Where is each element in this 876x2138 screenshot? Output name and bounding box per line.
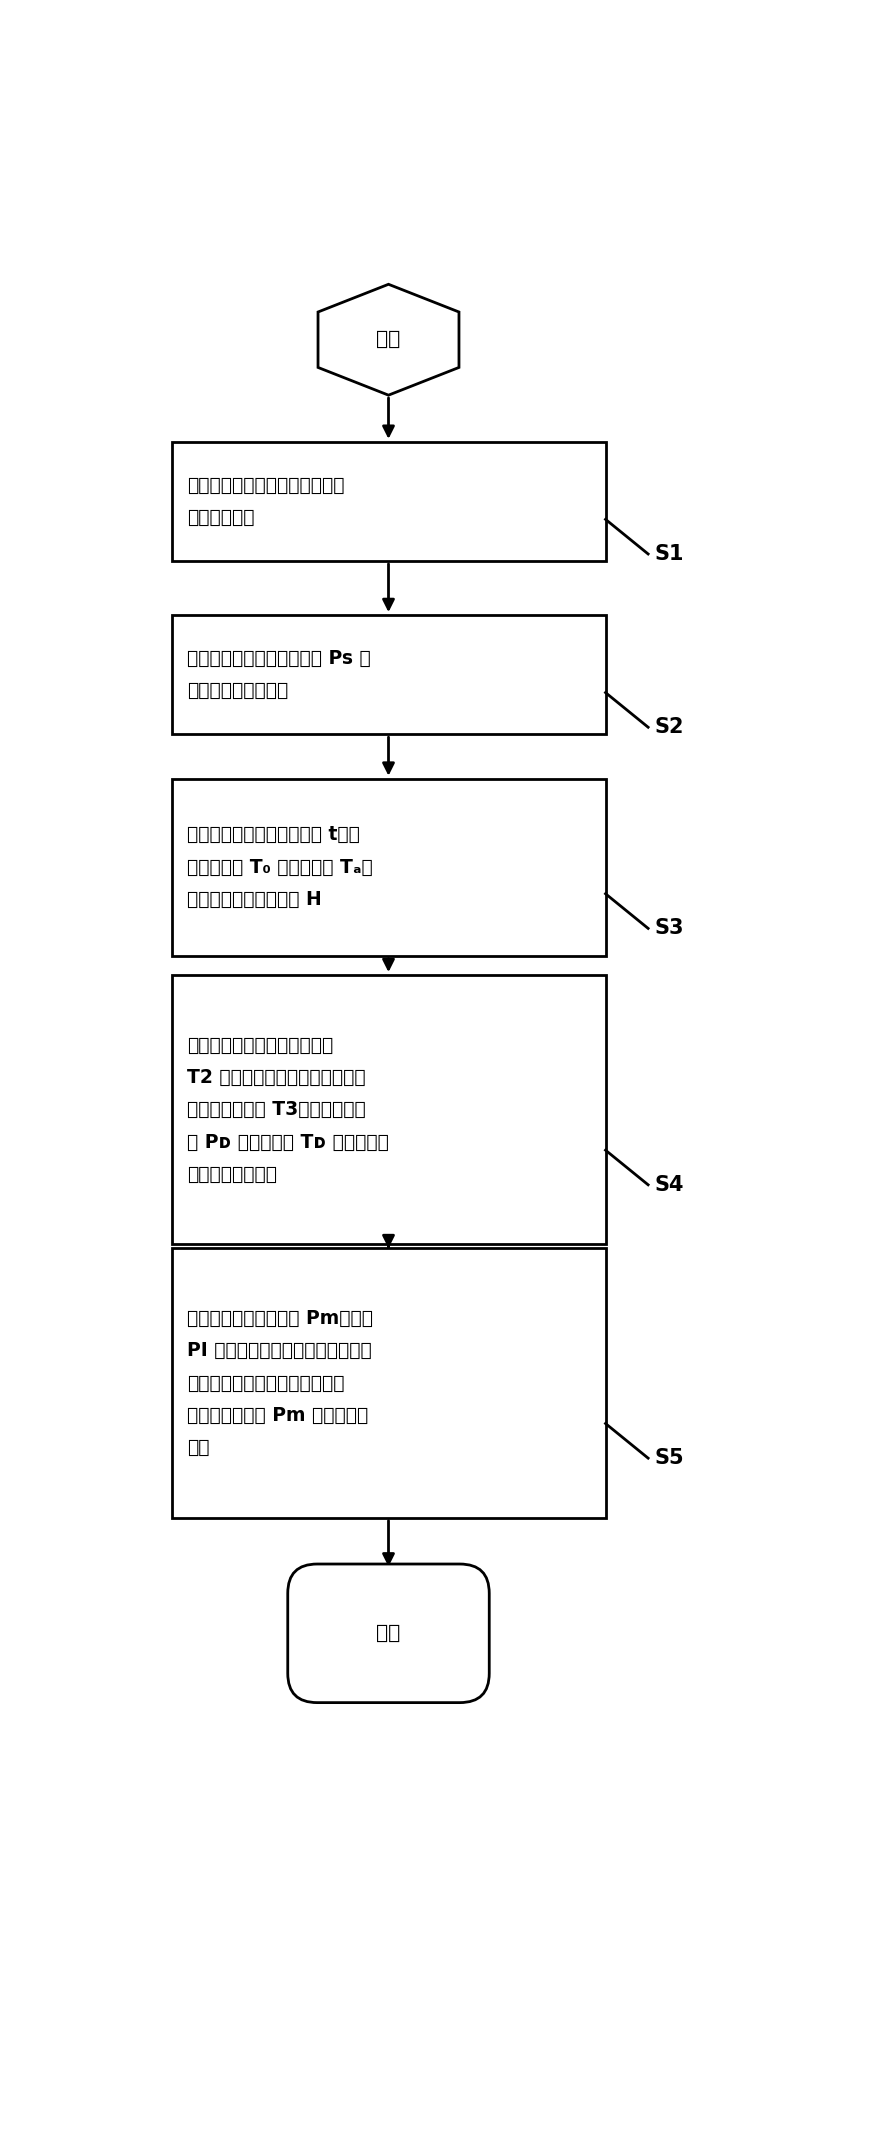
Text: 机房空调初始化，对电子膨胀阀: 机房空调初始化，对电子膨胀阀: [187, 477, 344, 494]
Text: PI 控制电子膨胀阀的开度，同时，: PI 控制电子膨胀阀的开度，同时，: [187, 1341, 371, 1360]
Text: 据室内温度 T₀ 和预设温度 Tₐ，: 据室内温度 T₀ 和预设温度 Tₐ，: [187, 857, 373, 877]
Bar: [172, 975, 605, 1244]
Text: 开始: 开始: [377, 329, 400, 348]
Bar: [172, 1249, 605, 1518]
Text: 马达；每隔时间 T3，根据排气压: 马达；每隔时间 T3，根据排气压: [187, 1101, 366, 1118]
Bar: [172, 616, 605, 733]
Text: 在变频压缩机开启后经过时间: 在变频压缩机开启后经过时间: [187, 1035, 333, 1054]
Text: 对变频压缩机频率的改变，对电: 对变频压缩机频率的改变，对电: [187, 1373, 344, 1392]
Bar: [172, 778, 605, 956]
Text: 整蒸发器的风机风速: 整蒸发器的风机风速: [187, 682, 288, 701]
Text: S1: S1: [654, 543, 684, 564]
Text: S2: S2: [654, 716, 684, 738]
Text: 开启蒸发器，根据吸气压力 Ps 调: 开启蒸发器，根据吸气压力 Ps 调: [187, 650, 371, 667]
FancyBboxPatch shape: [287, 1565, 490, 1702]
Text: S5: S5: [654, 1447, 684, 1469]
Text: 子膨胀阀的开度 Pm 作出相应的: 子膨胀阀的开度 Pm 作出相应的: [187, 1407, 368, 1424]
Text: 调节变频压缩机的频率 H: 调节变频压缩机的频率 H: [187, 889, 321, 909]
Bar: [172, 443, 605, 560]
Text: 结束: 结束: [377, 1625, 400, 1642]
Text: 控制电子膨胀阀的开度 Pm，采用: 控制电子膨胀阀的开度 Pm，采用: [187, 1308, 373, 1328]
Text: T2 开启冷凝器，并同时开启雾化: T2 开启冷凝器，并同时开启雾化: [187, 1067, 365, 1086]
Text: 补偿: 补偿: [187, 1439, 209, 1458]
Text: S3: S3: [654, 919, 684, 939]
Text: 风机风速进行控制: 风机风速进行控制: [187, 1165, 277, 1184]
Text: 进行归零操作: 进行归零操作: [187, 509, 255, 528]
Text: 力 Pᴅ 和进风温度 Tᴅ 对冷凝器的: 力 Pᴅ 和进风温度 Tᴅ 对冷凝器的: [187, 1133, 389, 1152]
Text: 开启变频压缩机，每隔时间 t，根: 开启变频压缩机，每隔时间 t，根: [187, 825, 360, 845]
Polygon shape: [318, 284, 459, 396]
Text: S4: S4: [654, 1174, 684, 1195]
